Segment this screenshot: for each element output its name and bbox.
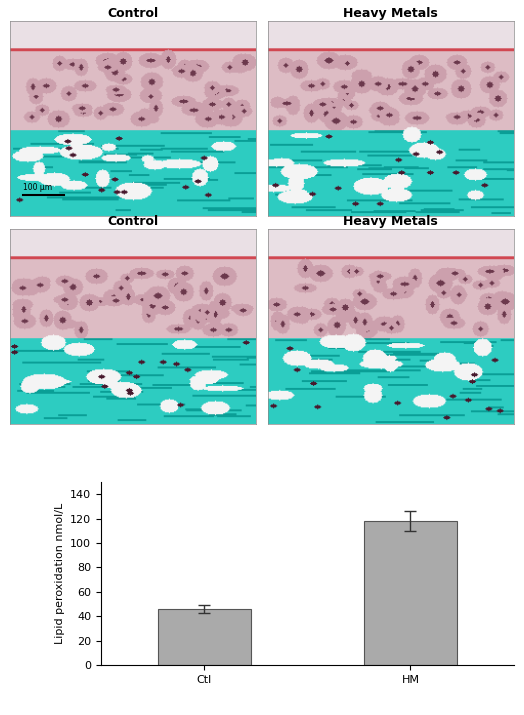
Bar (158, 609, 250, 665)
Title: Control: Control (107, 215, 159, 228)
Title: Control: Control (107, 7, 159, 20)
Title: Heavy Metals: Heavy Metals (343, 215, 438, 228)
Title: Heavy Metals: Heavy Metals (343, 7, 438, 20)
Bar (364, 521, 457, 665)
Text: 100 μm: 100 μm (23, 183, 52, 192)
Y-axis label: Lipid peroxidation nmol/L: Lipid peroxidation nmol/L (54, 503, 64, 644)
